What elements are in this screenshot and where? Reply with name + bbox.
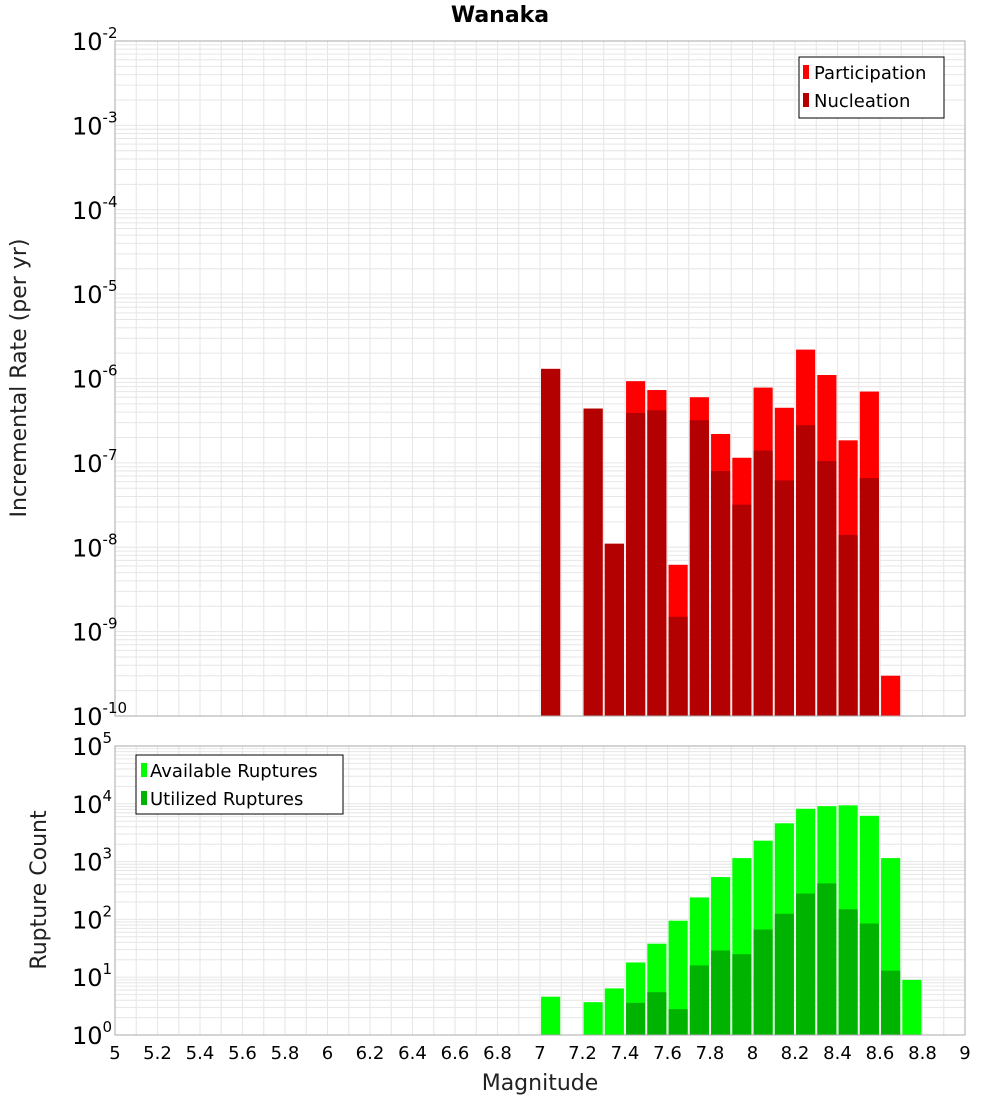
legend-label-nucleation: Nucleation [814, 91, 910, 112]
top-legend-box [798, 56, 945, 119]
bottom-y-tick-label: 104 [72, 787, 112, 819]
nucleation-bar [647, 410, 667, 716]
utilized-ruptures-bar [626, 1002, 646, 1035]
x-tick-label: 7 [534, 1043, 545, 1064]
top-y-tick-label: 10-10 [72, 699, 127, 731]
nucleation-bar [753, 450, 773, 716]
x-tick-label: 6.2 [356, 1043, 385, 1064]
bottom-legend-box [135, 754, 344, 815]
top-plot-frame [114, 40, 966, 717]
top-y-axis-label: Incremental Rate (per yr) [7, 239, 32, 518]
utilized-ruptures-bar [711, 950, 731, 1035]
available-ruptures-bar [902, 979, 922, 1035]
utilized-ruptures-bar [817, 883, 837, 1035]
nucleation-bar [817, 461, 837, 716]
nucleation-bar [668, 616, 688, 716]
x-tick-label: 6.4 [398, 1043, 427, 1064]
bottom-legend: Available Ruptures Utilized Ruptures [135, 754, 344, 815]
bottom-plot-frame [114, 745, 966, 1036]
nucleation-bar [732, 504, 752, 716]
participation-bar [881, 675, 901, 716]
nucleation-bar [541, 368, 561, 716]
top-legend: Participation Nucleation [798, 56, 945, 119]
x-tick-label: 8.4 [823, 1043, 852, 1064]
nucleation-bar [583, 408, 603, 716]
bottom-y-tick-label: 105 [72, 729, 112, 761]
legend-label-available: Available Ruptures [150, 761, 318, 782]
top-y-tick-label: 10-9 [72, 615, 118, 647]
x-tick-label: 5 [109, 1043, 120, 1064]
x-tick-label: 7.6 [653, 1043, 682, 1064]
x-tick-label: 7.8 [696, 1043, 725, 1064]
x-tick-label: 8.8 [908, 1043, 937, 1064]
x-tick-label: 5.4 [186, 1043, 215, 1064]
x-tick-label: 8.2 [781, 1043, 810, 1064]
top-plot: 10-2 10-3 10-4 10-5 10-6 10-7 10-8 10-9 10-10 In… [7, 24, 966, 731]
utilized-ruptures-bar [774, 913, 794, 1035]
x-tick-label: 7.4 [611, 1043, 640, 1064]
x-tick-label: 5.8 [271, 1043, 300, 1064]
utilized-ruptures-bar [689, 965, 709, 1035]
x-tick-label: 8.6 [866, 1043, 895, 1064]
x-tick-label: 6 [322, 1043, 333, 1064]
legend-swatch-participation [803, 65, 809, 79]
bottom-y-ticks: 105 104 103 102 101 100 [72, 729, 112, 1050]
available-ruptures-bar [604, 988, 624, 1035]
bottom-y-tick-label: 102 [72, 902, 112, 934]
bottom-y-axis-label: Rupture Count [27, 810, 52, 970]
nucleation-bar [838, 534, 858, 716]
legend-label-participation: Participation [814, 63, 926, 84]
legend-swatch-available [141, 763, 147, 777]
legend-swatch-utilized [141, 791, 147, 805]
x-tick-label: 8 [747, 1043, 758, 1064]
nucleation-bar [626, 413, 646, 716]
available-ruptures-bar [583, 1002, 603, 1035]
utilized-ruptures-bar [753, 929, 773, 1035]
top-bars [541, 349, 901, 716]
x-tick-label: 5.6 [228, 1043, 257, 1064]
x-tick-label: 7.2 [568, 1043, 597, 1064]
nucleation-bar [711, 471, 731, 716]
top-y-tick-label: 10-7 [72, 446, 118, 478]
top-y-tick-label: 10-3 [72, 108, 118, 140]
bottom-plot: 105 104 103 102 101 100 Rupture Count Availab… [27, 729, 966, 1050]
x-tick-label: 6.6 [441, 1043, 470, 1064]
legend-label-utilized: Utilized Ruptures [150, 789, 303, 810]
x-tick-label: 9 [959, 1043, 970, 1064]
top-y-tick-label: 10-2 [72, 24, 118, 56]
bottom-y-tick-label: 101 [72, 960, 112, 992]
utilized-ruptures-bar [668, 1009, 688, 1035]
bottom-y-tick-label: 100 [72, 1018, 112, 1050]
x-tick-label: 5.2 [143, 1043, 172, 1064]
nucleation-bar [859, 478, 879, 716]
x-axis-label: Magnitude [482, 1071, 599, 1096]
nucleation-bar [774, 480, 794, 716]
top-grid [114, 41, 966, 717]
available-ruptures-bar [668, 920, 688, 1035]
utilized-ruptures-bar [859, 923, 879, 1035]
utilized-ruptures-bar [881, 970, 901, 1035]
utilized-ruptures-bar [647, 992, 667, 1035]
nucleation-bar [604, 543, 624, 716]
top-y-tick-label: 10-6 [72, 362, 118, 394]
utilized-ruptures-bar [838, 909, 858, 1035]
bottom-y-tick-label: 103 [72, 845, 112, 877]
x-tick-label: 6.8 [483, 1043, 512, 1064]
chart-title: Wanaka [451, 3, 549, 28]
nucleation-bar [689, 420, 709, 716]
top-y-tick-label: 10-5 [72, 277, 118, 309]
x-axis-ticks: 5 5.2 5.4 5.6 5.8 6 6.2 6.4 6.6 6.8 7 7.2 7.4 7.6 7.8 8… [109, 1043, 970, 1064]
nucleation-bar [796, 425, 816, 716]
top-y-tick-label: 10-8 [72, 530, 118, 562]
utilized-ruptures-bar [796, 893, 816, 1035]
bottom-bars [541, 805, 922, 1035]
legend-swatch-nucleation [803, 93, 809, 107]
available-ruptures-bar [541, 996, 561, 1035]
top-y-ticks: 10-2 10-3 10-4 10-5 10-6 10-7 10-8 10-9 10-10 [72, 24, 127, 731]
utilized-ruptures-bar [732, 954, 752, 1035]
top-y-tick-label: 10-4 [72, 193, 118, 225]
